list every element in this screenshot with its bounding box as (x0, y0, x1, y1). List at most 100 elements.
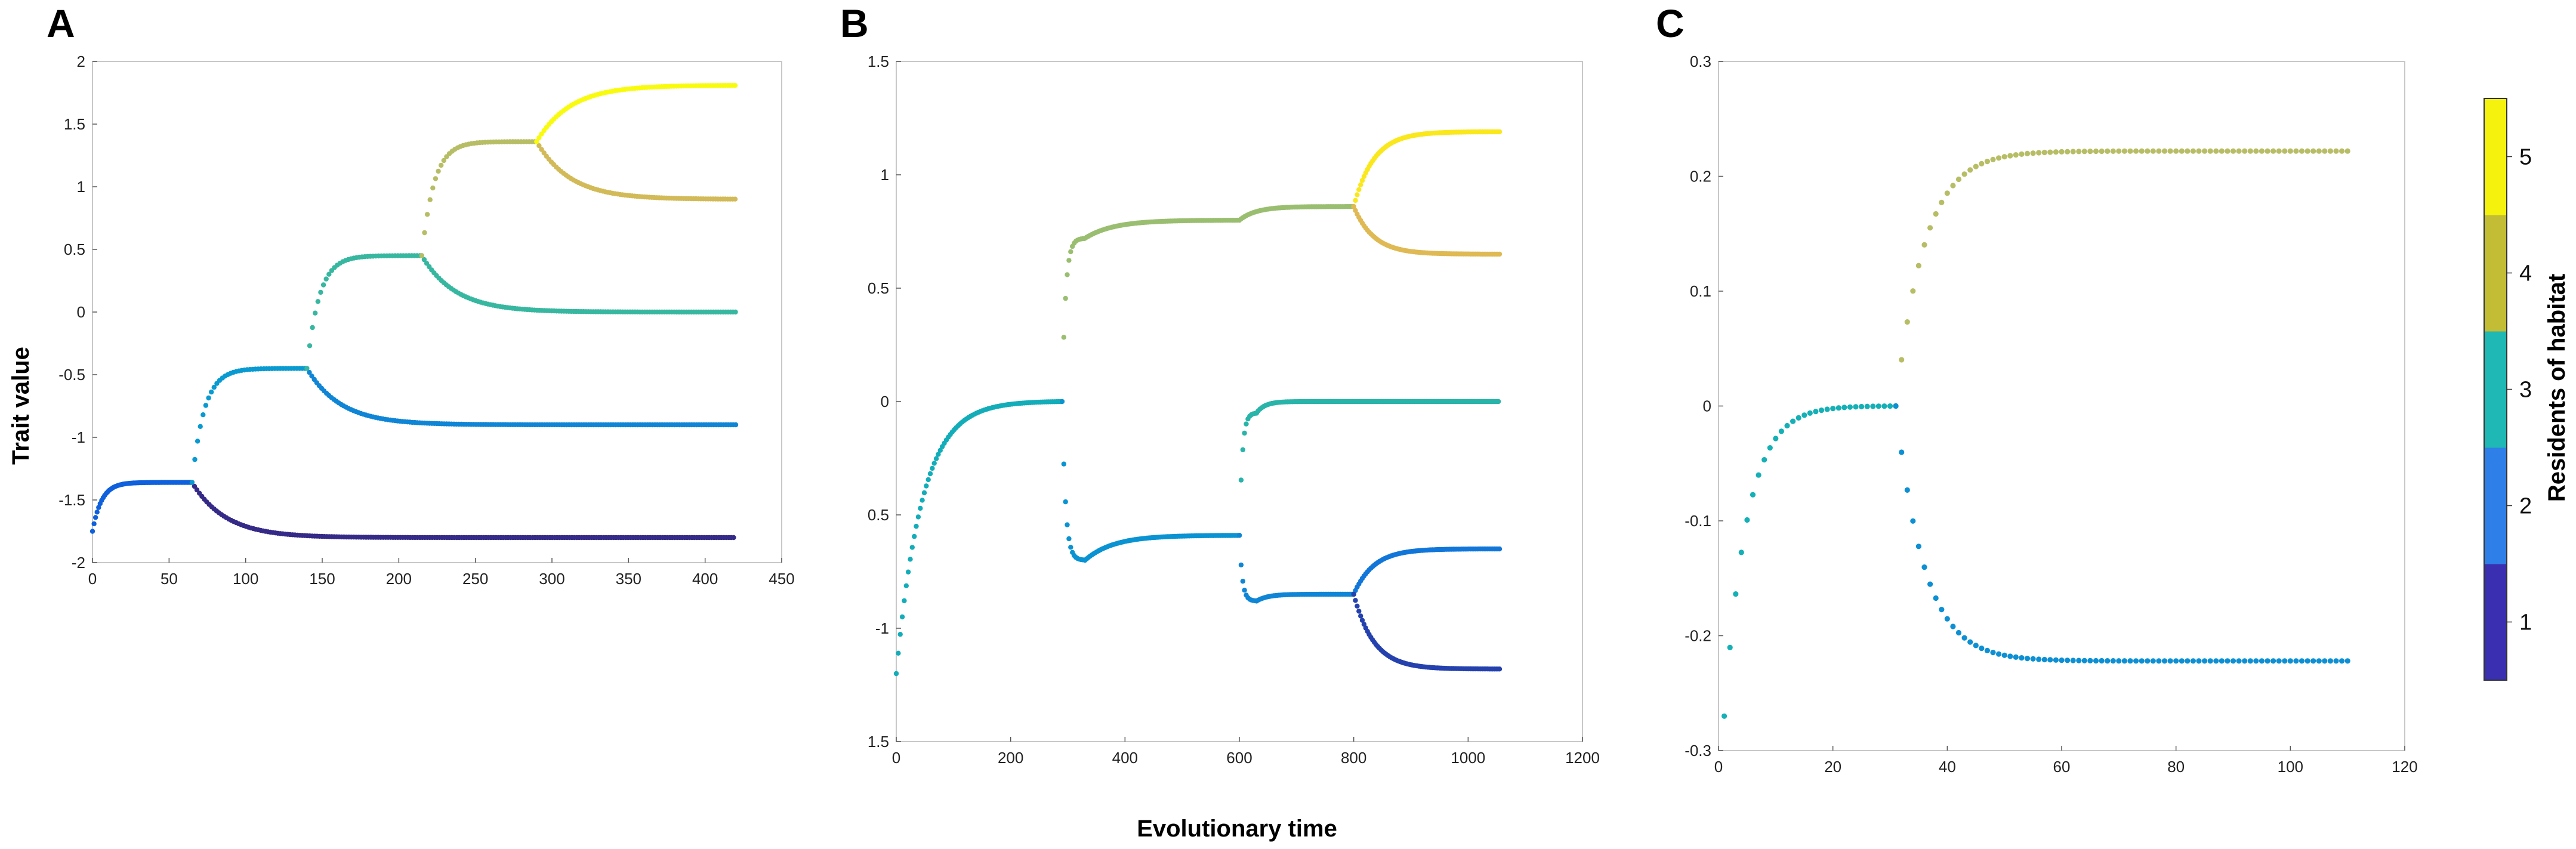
data-point (1355, 604, 1359, 609)
x-tick-label: 100 (233, 570, 258, 588)
y-tick-label: -0.5 (58, 366, 85, 384)
data-point (2213, 149, 2219, 154)
data-point (2047, 657, 2053, 662)
data-points-b (894, 129, 1502, 677)
data-point (2196, 149, 2201, 154)
x-tick-label: 300 (539, 570, 564, 588)
colorbar-tick-label: 1 (2519, 610, 2532, 635)
colorbar-segment (2484, 215, 2507, 332)
data-point (2345, 658, 2350, 663)
data-point (1722, 714, 1727, 719)
panel-label-a: A (47, 1, 75, 45)
data-point (316, 299, 320, 304)
data-point (2185, 149, 2190, 154)
data-point (1733, 591, 1738, 597)
data-point (731, 535, 736, 540)
x-tick-label: 20 (1824, 758, 1841, 776)
data-point (1756, 473, 1761, 478)
data-point (2082, 149, 2087, 154)
data-point (2208, 658, 2213, 663)
y-tick-label: 0.2 (1690, 168, 1711, 186)
data-point (1761, 457, 1767, 462)
data-point (2087, 149, 2093, 154)
data-point (2111, 149, 2116, 154)
x-tick-label: 1000 (1451, 749, 1485, 767)
y-tick-label: 0.3 (1690, 53, 1711, 70)
data-point (2225, 658, 2230, 663)
data-point (1241, 447, 1245, 452)
y-tick-label: 0.1 (1690, 282, 1711, 300)
data-point (2236, 149, 2242, 154)
data-point (1962, 635, 1967, 641)
data-point (1967, 640, 1973, 645)
x-tick-label: 0 (892, 749, 900, 767)
data-point (2265, 149, 2270, 154)
data-point (1836, 405, 1841, 410)
data-point (2333, 149, 2339, 154)
data-point (2007, 653, 2013, 659)
y-tick-label: -1 (875, 619, 889, 637)
data-point (2299, 658, 2304, 663)
data-point (1068, 249, 1073, 254)
data-point (733, 83, 738, 88)
data-point (2202, 658, 2207, 663)
data-point (1899, 357, 1904, 362)
y-tick-label: 0 (1703, 397, 1711, 415)
colorbar-segments (2484, 98, 2507, 681)
data-point (2225, 149, 2230, 154)
data-point (1939, 200, 1944, 205)
x-tick-label: 1200 (1565, 749, 1600, 767)
y-tick-label: 1.5 (868, 53, 889, 70)
colorbar-segment (2484, 447, 2507, 564)
data-point (1066, 536, 1071, 541)
y-tick-label: -0.3 (1685, 742, 1711, 760)
data-point (1242, 431, 1247, 436)
data-point (1739, 549, 1744, 555)
data-point (2031, 150, 2036, 156)
data-point (2019, 152, 2024, 157)
data-point (2013, 152, 2019, 158)
data-point (2093, 149, 2099, 154)
data-point (2002, 154, 2007, 159)
data-point (910, 545, 915, 549)
data-point (2071, 149, 2076, 154)
data-point (2270, 149, 2276, 154)
data-point (1813, 409, 1818, 414)
data-point (2116, 658, 2121, 663)
data-point (1355, 192, 1359, 197)
colorbar: 1 2 3 4 5 Residents of habitat (2484, 98, 2570, 681)
data-point (2076, 658, 2081, 663)
data-point (2076, 149, 2081, 154)
data-point (321, 282, 326, 287)
data-point (2305, 149, 2310, 154)
data-point (1956, 630, 1961, 635)
data-point (2099, 658, 2105, 663)
data-point (91, 521, 96, 526)
data-point (1062, 335, 1066, 339)
data-point (2202, 149, 2207, 154)
y-tick-label: 0 (77, 303, 85, 321)
data-point (2042, 657, 2047, 662)
data-point (900, 615, 905, 619)
data-point (2145, 658, 2150, 663)
panel-b: B 0 200 400 600 800 1000 1200 1.5 -1 0.5 0 0.5 1 1.5 (840, 1, 1600, 767)
data-point (190, 480, 195, 484)
data-point (1933, 211, 1939, 217)
data-point (1950, 623, 1955, 629)
data-point (1881, 403, 1887, 409)
data-point (2156, 658, 2161, 663)
data-point (1962, 171, 1967, 177)
axis-ticks-a: 0 50 100 150 200 250 300 350 400 450 -2 -1.5 -1 -0.5 0… (58, 53, 795, 588)
data-point (2105, 149, 2110, 154)
x-tick-label: 450 (769, 570, 794, 588)
data-point (2082, 658, 2087, 663)
colorbar-tick-label: 5 (2519, 145, 2532, 170)
x-tick-label: 80 (2167, 758, 2185, 776)
data-point (1853, 404, 1858, 409)
data-point (1847, 405, 1853, 410)
data-point (1356, 609, 1361, 613)
data-point (2219, 149, 2225, 154)
data-point (2196, 658, 2201, 663)
data-point (1905, 319, 1910, 325)
data-point (2053, 149, 2059, 155)
